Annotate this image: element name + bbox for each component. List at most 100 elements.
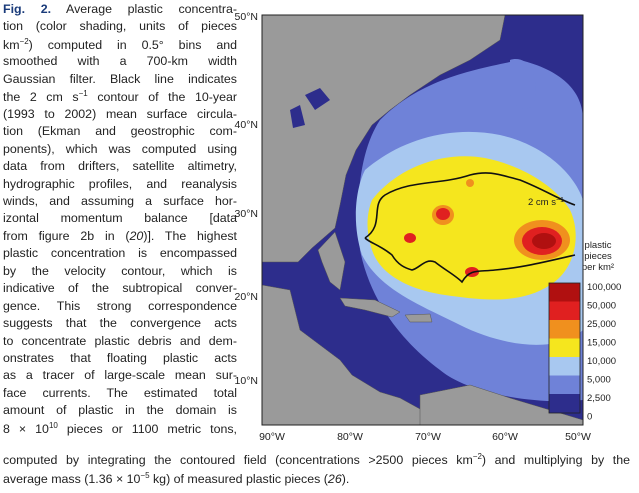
colorbar-label: 2,500 <box>587 393 611 404</box>
caption-text: −2 <box>472 452 482 461</box>
colorbar-title: per km² <box>582 262 614 273</box>
caption-text: 26 <box>327 472 342 486</box>
caption-text: Fig. 2. <box>3 2 52 16</box>
lon-label: 80°W <box>337 431 363 443</box>
caption-line: plastic concentration is encompassed <box>3 246 237 260</box>
colorbar-swatch <box>549 394 580 413</box>
caption-text: tion (Ekman and geostrophic com- <box>3 124 237 139</box>
caption-text: plastic concentration is encompassed <box>3 246 237 261</box>
caption-text: 10 <box>48 420 58 430</box>
caption-text: from figure 2b in ( <box>3 228 130 243</box>
caption-line: gence. This strong correspondence <box>3 299 237 313</box>
caption-text: −5 <box>140 471 150 480</box>
caption-text: the 2 cm s <box>3 90 79 105</box>
caption-text: by the velocity contour, which is <box>3 263 237 278</box>
caption-text: (1993 to 2002) mean surface circula- <box>3 106 237 121</box>
lat-label: 10°N <box>235 375 258 387</box>
caption-line: hydrographic profiles, and reanalysis <box>3 177 237 191</box>
colorbar-label: 10,000 <box>587 356 616 367</box>
land-south-america <box>419 384 583 425</box>
contour-label-text: −1 <box>556 197 564 204</box>
caption-line: ponents), which was computed using <box>3 142 237 156</box>
zone-25000 <box>404 233 416 243</box>
caption-text: computed by integrating the contoured fi… <box>3 453 473 467</box>
caption-text: average mass (1.36 × 10 <box>3 472 141 486</box>
caption-text: −1 <box>78 89 88 99</box>
caption-line: the 2 cm s−1 contour of the 10-year <box>3 89 237 104</box>
caption-text: face currents. The estimated total <box>3 385 237 400</box>
colorbar-swatch <box>549 338 580 357</box>
caption-line: computed by integrating the contoured fi… <box>3 452 630 467</box>
land-cuba <box>339 297 401 318</box>
lon-label: 50°W <box>565 431 591 443</box>
caption-line: as a tracer of large-scale mean sur- <box>3 368 237 382</box>
land-florida <box>317 231 346 291</box>
colorbar-swatch <box>549 283 580 302</box>
colorbar-label: 100,000 <box>587 282 621 293</box>
caption-line: winds, and assuming a surface hor- <box>3 194 237 208</box>
caption-text: tion (color shading, units of pieces <box>3 19 237 34</box>
caption-text: gence. This strong correspondence <box>3 298 237 313</box>
caption-text: )]. The highest <box>143 228 237 243</box>
colorbar-label: 50,000 <box>587 301 616 312</box>
colorbar-title: pieces <box>584 251 612 262</box>
caption-line: suggests that the convergence acts <box>3 316 237 330</box>
caption-text: pieces or 1100 metric tons, <box>57 421 237 436</box>
lon-label: 70°W <box>415 431 441 443</box>
caption-line: smoothed with a 700-km width <box>3 54 237 68</box>
caption-line: average mass (1.36 × 10−5 kg) of measure… <box>3 471 630 486</box>
zone-10000 <box>367 156 576 300</box>
colorbar-title: plastic <box>585 240 612 251</box>
caption-line: from figure 2b in (20)]. The highest <box>3 229 237 243</box>
caption-text: ) and multiplying by the <box>481 453 630 467</box>
caption-line: tion (color shading, units of pieces <box>3 19 237 33</box>
caption-line: to concentrate plastic debris and dem- <box>3 334 237 348</box>
caption-text: izontal momentum balance [data <box>3 211 237 226</box>
caption-text: amount of plastic in the domain is <box>3 403 237 418</box>
zone-15000 <box>466 179 474 187</box>
caption-text: suggests that the convergence acts <box>3 316 237 331</box>
colorbar-label: 25,000 <box>587 319 616 330</box>
caption-text: onstrates that floating plastic acts <box>3 351 237 365</box>
zone-50000 <box>532 233 556 249</box>
caption-text: indicative of the subtropical conver- <box>3 281 237 296</box>
caption-text: data from drifters, satellite altimetry, <box>3 159 237 174</box>
caption-line: tion (Ekman and geostrophic com- <box>3 124 237 138</box>
caption-text: ponents), which was computed using <box>3 141 237 156</box>
caption-text: 8 × 10 <box>3 421 49 436</box>
lon-label: 90°W <box>259 431 285 443</box>
caption-text: km <box>3 37 20 52</box>
caption-text: kg) of measured plastic pieces ( <box>149 472 328 486</box>
contour-label-text: 2 cm s <box>528 197 556 208</box>
lat-label: 30°N <box>235 208 258 220</box>
colorbar-swatch <box>549 375 580 394</box>
lat-label: 40°N <box>235 119 258 131</box>
caption-line: (1993 to 2002) mean surface circula- <box>3 107 237 121</box>
colorbar-label: 0 <box>587 412 592 423</box>
caption-text: ) computed in 0.5° bins and <box>28 37 237 52</box>
contour-label: 2 cm s−1 <box>528 197 564 209</box>
colorbar-swatch <box>549 301 580 320</box>
caption-text: −2 <box>19 36 29 46</box>
caption-line: data from drifters, satellite altimetry, <box>3 159 237 173</box>
caption-text: contour of the 10-year <box>87 90 238 105</box>
caption-text: hydrographic profiles, and reanalysis <box>3 176 237 191</box>
caption-text: to concentrate plastic debris and dem- <box>3 333 237 348</box>
caption-line: indicative of the subtropical conver- <box>3 281 237 295</box>
caption-line: by the velocity contour, which is <box>3 264 237 278</box>
lat-label: 20°N <box>235 291 258 303</box>
lakes <box>290 88 330 128</box>
caption-line: Fig. 2. Average plastic concentra- <box>3 2 237 16</box>
caption-line: 8 × 1010 pieces or 1100 metric tons, <box>3 421 237 436</box>
caption-text: Gaussian filter. Black line indicates <box>3 71 237 86</box>
caption-line: amount of plastic in the domain is <box>3 403 237 417</box>
colorbar-swatch <box>549 357 580 376</box>
colorbar <box>548 282 581 414</box>
caption-text: smoothed with a 700-km width <box>3 54 237 69</box>
zone-25000 <box>436 208 450 220</box>
land-north-america <box>262 15 506 263</box>
caption-text: 20 <box>129 228 144 243</box>
colorbar-swatch <box>549 320 580 339</box>
